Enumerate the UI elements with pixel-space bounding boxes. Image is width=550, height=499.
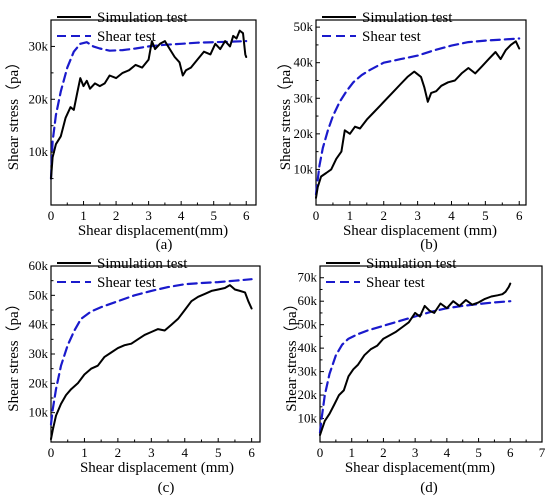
x-tick-label: 7 (539, 445, 546, 460)
x-tick-label: 0 (317, 445, 324, 460)
x-axis-title: Shear displacement(mm) (78, 223, 228, 239)
x-tick-label: 3 (414, 208, 421, 223)
y-axis-title: Shear stress（pa） (283, 296, 300, 411)
x-tick-label: 2 (380, 445, 387, 460)
y-tick-label: 40k (294, 55, 314, 70)
x-tick-label: 6 (248, 445, 255, 460)
y-tick-label: 30k (29, 38, 49, 53)
y-tick-label: 20k (29, 375, 49, 390)
x-tick-label: 1 (348, 445, 355, 460)
x-tick-label: 0 (313, 208, 320, 223)
simulation-test-line (315, 40, 521, 199)
y-axis-title: Shear stress（pa） (5, 296, 22, 411)
legend-label: Simulation test (97, 10, 188, 26)
x-axis-title: Shear displacement (mm) (80, 460, 234, 476)
y-tick-label: 20k (29, 91, 49, 106)
legend-label: Simulation test (366, 256, 457, 272)
plot-frame (50, 265, 261, 443)
x-tick-label: 4 (448, 208, 455, 223)
x-tick-label: 1 (81, 445, 88, 460)
x-tick-label: 4 (178, 208, 185, 223)
panel-label: (b) (420, 237, 438, 253)
x-tick-label: 2 (113, 208, 120, 223)
x-tick-label: 4 (182, 445, 189, 460)
panel-label: (c) (158, 480, 175, 496)
legend-label: Simulation test (97, 256, 188, 272)
legend-label: Shear test (97, 275, 157, 291)
y-tick-label: 30k (294, 90, 314, 105)
chart-panel: 10k 20k 30k 40k 50k 60k 0 1 2 3 4 5 6 Shear displacem… (5, 256, 261, 496)
legend-label: Shear test (366, 275, 426, 291)
legend-label: Simulation test (362, 10, 453, 26)
legend-label: Shear test (97, 29, 157, 45)
simulation-test-line (50, 29, 248, 180)
y-tick-label: 30k (298, 364, 318, 379)
shear-test-line (314, 37, 521, 196)
y-tick-label: 10k (29, 144, 49, 159)
y-tick-label: 20k (298, 387, 318, 402)
simulation-test-line (319, 282, 512, 436)
shear-test-line (318, 300, 512, 434)
chart-panel: 10k 20k 30k 40k 50k 0 1 2 3 4 5 6 Shear displacement… (277, 10, 527, 253)
y-tick-label: 10k (29, 405, 49, 420)
x-axis-title: Shear displacement (mm) (343, 223, 497, 239)
y-tick-label: 70k (298, 270, 318, 285)
chart-panel: 10k 20k 30k 40k 50k 60k 70k 0 1 2 3 4 5 6 7 Shear displ… (283, 256, 546, 496)
panel-label: (a) (156, 237, 173, 253)
y-tick-label: 50k (294, 19, 314, 34)
x-tick-label: 3 (412, 445, 419, 460)
simulation-test-line (50, 284, 253, 441)
plot-frame (315, 19, 527, 206)
y-tick-label: 40k (298, 340, 318, 355)
y-tick-label: 50k (298, 317, 318, 332)
x-tick-label: 6 (516, 208, 523, 223)
chart-panel: 10k 20k 30k 0 1 2 3 4 5 6 Shear displacement(mm) Sh… (5, 10, 257, 253)
y-tick-label: 30k (29, 346, 49, 361)
y-tick-label: 60k (298, 293, 318, 308)
plot-frame (50, 19, 257, 206)
y-axis-title: Shear stress（pa） (5, 55, 22, 170)
x-tick-label: 1 (80, 208, 87, 223)
x-tick-label: 3 (148, 445, 155, 460)
y-tick-label: 50k (29, 287, 49, 302)
x-tick-label: 2 (115, 445, 122, 460)
shear-test-line (49, 278, 253, 426)
x-axis-title: Shear displacement(mm) (345, 460, 495, 476)
x-tick-label: 5 (475, 445, 482, 460)
x-tick-label: 0 (48, 445, 55, 460)
plot-frame (319, 265, 543, 443)
x-tick-label: 6 (507, 445, 514, 460)
y-tick-label: 10k (298, 411, 318, 426)
y-tick-label: 40k (29, 317, 49, 332)
y-axis-title: Shear stress（pa） (277, 55, 294, 170)
shear-test-line (49, 39, 248, 180)
x-tick-label: 4 (444, 445, 451, 460)
x-tick-label: 3 (145, 208, 152, 223)
x-tick-label: 0 (48, 208, 55, 223)
y-tick-label: 20k (294, 126, 314, 141)
x-tick-label: 1 (347, 208, 354, 223)
x-tick-label: 5 (482, 208, 489, 223)
y-tick-label: 60k (29, 258, 49, 273)
x-tick-label: 5 (210, 208, 217, 223)
x-tick-label: 2 (380, 208, 387, 223)
legend-label: Shear test (362, 29, 422, 45)
x-tick-label: 5 (215, 445, 222, 460)
panel-label: (d) (420, 480, 438, 496)
x-tick-label: 6 (243, 208, 250, 223)
y-tick-label: 10k (294, 161, 314, 176)
